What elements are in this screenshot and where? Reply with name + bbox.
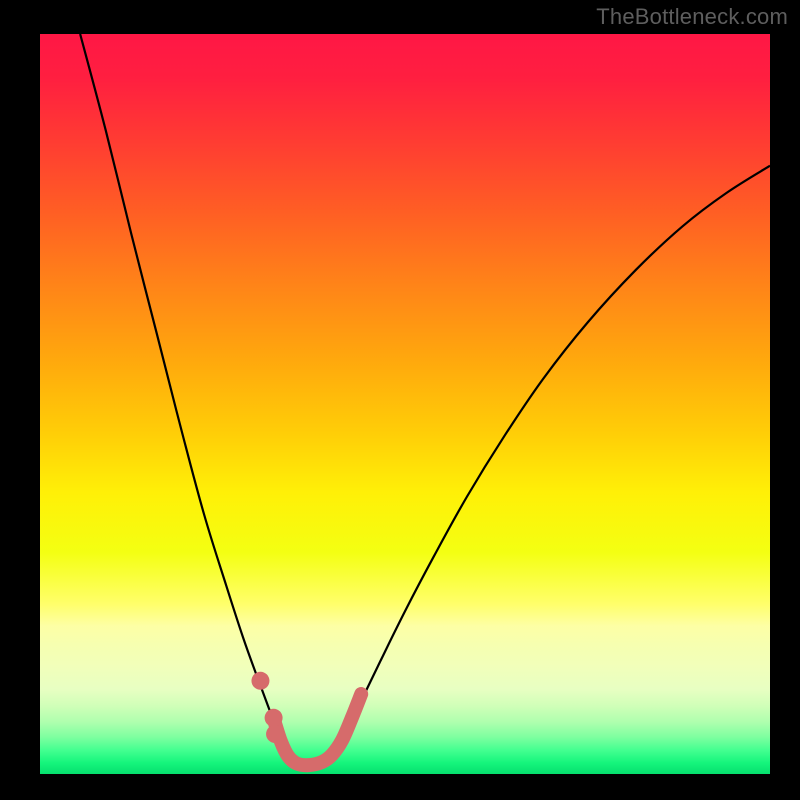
marker-dot	[251, 672, 269, 690]
marker-dot	[265, 709, 283, 727]
chart-container: TheBottleneck.com	[0, 0, 800, 800]
watermark-text: TheBottleneck.com	[596, 4, 788, 30]
bottleneck-chart	[0, 0, 800, 800]
plot-background	[40, 34, 770, 774]
marker-dot	[266, 725, 284, 743]
